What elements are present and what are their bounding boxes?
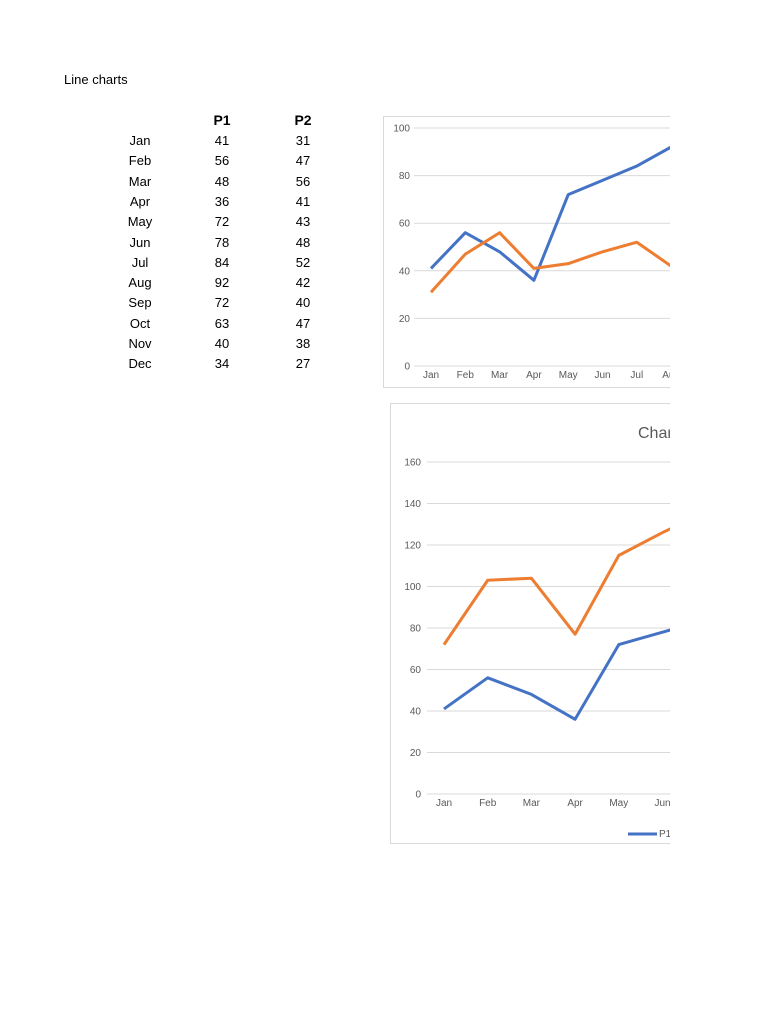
y-tick-label: 140 — [404, 499, 421, 510]
chart-title: Chart Title — [638, 425, 670, 442]
table-cell-p1: 78 — [214, 234, 230, 250]
table-cell-p2: 52 — [295, 254, 311, 270]
header-p1: P1 — [213, 112, 231, 128]
x-tick-label: Jan — [423, 370, 439, 381]
y-tick-label: 0 — [404, 362, 410, 373]
x-tick-label: Apr — [567, 798, 583, 809]
table-cell-month: Dec — [128, 356, 152, 372]
table-cell-p2: 41 — [295, 193, 311, 209]
table-cell-p1: 40 — [214, 336, 230, 351]
table-cell-month: Aug — [128, 275, 152, 291]
table-cell-p2: 38 — [295, 336, 311, 351]
y-tick-label: 60 — [399, 219, 411, 230]
y-tick-label: 40 — [399, 266, 411, 277]
table-cell-p2: 48 — [295, 234, 311, 250]
table-cell-p1: 34 — [214, 356, 230, 372]
y-tick-label: 20 — [410, 748, 422, 759]
table-cell-p2: 47 — [295, 315, 311, 331]
x-tick-label: Jun — [654, 798, 670, 809]
table-cell-p2: 47 — [295, 153, 311, 169]
table-cell-p1: 63 — [214, 315, 230, 331]
chart-2-svg: 020406080100120140160JanFebMarAprMayJunJ… — [404, 425, 670, 840]
legend-label-p1: P1 — [659, 829, 670, 840]
table-cell-month: Jul — [131, 254, 149, 270]
table-cell-month: Oct — [129, 315, 151, 331]
y-tick-label: 120 — [404, 541, 421, 552]
x-tick-label: Aug — [662, 370, 670, 381]
table-cell-p1: 48 — [214, 173, 230, 189]
table-cell-p1: 36 — [214, 193, 230, 209]
chart-1-svg: 020406080100JanFebMarAprMayJunJulAugSepO… — [393, 124, 670, 381]
table-cell-p2: 40 — [295, 295, 311, 311]
table-cell-month: May — [127, 214, 153, 230]
x-tick-label: Feb — [457, 370, 475, 381]
table-cell-p1: 72 — [214, 214, 230, 230]
table-cell-p2: 31 — [295, 133, 311, 148]
y-tick-label: 20 — [399, 314, 411, 325]
x-tick-label: Feb — [479, 798, 497, 809]
table-cell-p2: 27 — [295, 356, 311, 372]
series-line-2 — [429, 231, 670, 294]
y-tick-label: 0 — [415, 790, 421, 801]
table-cell-p1: 41 — [214, 133, 230, 148]
chart-1[interactable]: 020406080100JanFebMarAprMayJunJulAugSepO… — [383, 116, 670, 388]
x-tick-label: Jul — [630, 370, 643, 381]
x-tick-label: May — [609, 798, 628, 809]
y-tick-label: 60 — [410, 665, 422, 676]
table-cell-p1: 84 — [214, 254, 230, 270]
y-tick-label: 40 — [410, 707, 422, 718]
table-cell-month: Jun — [129, 234, 151, 250]
table-cell-p1: 92 — [214, 275, 230, 291]
y-tick-label: 80 — [399, 171, 411, 182]
table-cell-month: Nov — [128, 336, 152, 351]
x-tick-label: May — [559, 370, 578, 381]
table-cell-p2: 43 — [295, 214, 311, 230]
table-cell-p2: 56 — [295, 173, 311, 189]
x-tick-label: Mar — [523, 798, 541, 809]
chart-2[interactable]: 020406080100120140160JanFebMarAprMayJunJ… — [390, 403, 670, 844]
table-cell-month: Apr — [129, 193, 151, 209]
y-tick-label: 100 — [393, 124, 410, 135]
y-tick-label: 160 — [404, 458, 421, 469]
table-cell-month: Feb — [128, 153, 152, 169]
y-tick-label: 100 — [404, 582, 421, 593]
table-cell-month: Mar — [128, 173, 152, 189]
series-line-2 — [442, 527, 670, 646]
x-tick-label: Apr — [526, 370, 542, 381]
x-tick-label: Jun — [594, 370, 610, 381]
table-cell-p1: 72 — [214, 295, 230, 311]
header-p2: P2 — [294, 112, 312, 128]
x-tick-label: Mar — [491, 370, 509, 381]
page-title: Line charts — [64, 72, 128, 87]
table-cell-month: Jan — [129, 133, 151, 148]
table-cell-p2: 42 — [295, 275, 311, 291]
series-line-1 — [429, 145, 670, 282]
y-tick-label: 80 — [410, 624, 422, 635]
series-line-1 — [443, 628, 670, 721]
table-cell-month: Sep — [128, 295, 152, 311]
x-tick-label: Jan — [436, 798, 452, 809]
table-cell-p1: 56 — [214, 153, 230, 169]
